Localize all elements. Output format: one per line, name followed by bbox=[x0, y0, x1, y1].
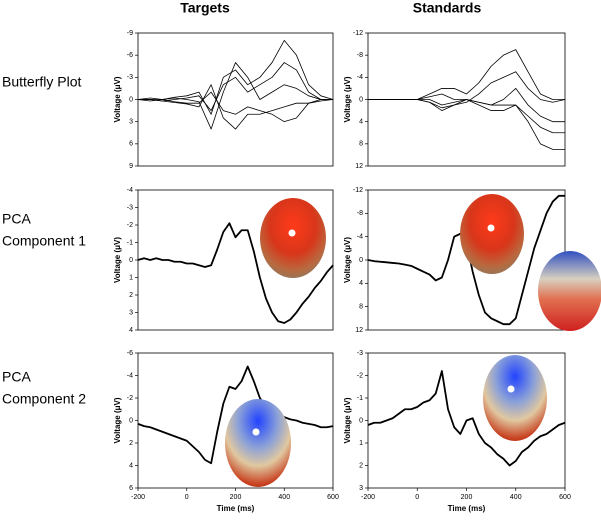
trace bbox=[138, 84, 334, 130]
trace bbox=[137, 62, 333, 130]
y-tick-label: 0 bbox=[129, 417, 133, 424]
x-tick-label: 600 bbox=[327, 494, 339, 501]
y-tick-label: -4 bbox=[357, 74, 363, 81]
scalp-map bbox=[260, 198, 326, 278]
y-tick-label: 0 bbox=[359, 257, 363, 264]
y-tick-label: 2 bbox=[359, 462, 363, 469]
trace bbox=[368, 99, 565, 150]
y-tick-label: -4 bbox=[357, 234, 363, 241]
electrode-dot bbox=[507, 385, 515, 393]
y-tick-label: 3 bbox=[129, 309, 133, 316]
y-axis-label: Voltage (μV) bbox=[113, 76, 122, 122]
y-tick-label: 4 bbox=[359, 280, 363, 287]
row-label: PCA bbox=[2, 211, 31, 227]
y-tick-label: 6 bbox=[129, 485, 133, 492]
scalp-map bbox=[460, 194, 524, 274]
y-tick-label: 0 bbox=[359, 417, 363, 424]
y-tick-label: 2 bbox=[129, 440, 133, 447]
trace bbox=[368, 88, 565, 123]
row-label: PCA bbox=[2, 369, 31, 385]
y-tick-label: 1 bbox=[359, 440, 363, 447]
y-tick-label: 4 bbox=[129, 327, 133, 334]
electrode-dot bbox=[487, 224, 495, 232]
trace bbox=[138, 39, 334, 115]
y-tick-label: -8 bbox=[357, 52, 363, 59]
y-tick-label: -6 bbox=[127, 350, 133, 357]
trace bbox=[137, 365, 334, 465]
y-tick-label: -1 bbox=[357, 395, 363, 402]
row-label: Butterfly Plot bbox=[2, 74, 81, 90]
y-axis-label: Voltage (μV) bbox=[343, 76, 352, 122]
scalp-map bbox=[225, 399, 291, 487]
electrode-dot bbox=[288, 229, 296, 237]
y-tick-label: 0 bbox=[359, 96, 363, 103]
scalp-maps bbox=[225, 194, 601, 487]
y-tick-label: -12 bbox=[353, 187, 363, 194]
x-tick-label: 0 bbox=[415, 494, 419, 501]
y-tick-label: -12 bbox=[353, 30, 363, 37]
y-tick-label: -2 bbox=[127, 395, 133, 402]
trace bbox=[368, 49, 565, 100]
row-label: Component 1 bbox=[2, 233, 86, 249]
y-tick-label: -6 bbox=[127, 52, 133, 59]
y-tick-label: -8 bbox=[357, 210, 363, 217]
y-tick-label: -9 bbox=[127, 30, 133, 37]
y-axis-label: Voltage (μV) bbox=[113, 237, 122, 283]
scalp-map bbox=[483, 355, 547, 441]
y-tick-label: 9 bbox=[129, 163, 133, 170]
x-tick-label: 400 bbox=[510, 494, 522, 501]
y-tick-label: 4 bbox=[129, 462, 133, 469]
trace bbox=[137, 222, 334, 324]
x-axis-label: Time (ms) bbox=[217, 504, 255, 513]
y-tick-label: 0 bbox=[129, 257, 133, 264]
y-tick-label: 12 bbox=[355, 163, 363, 170]
y-tick-label: -3 bbox=[127, 74, 133, 81]
y-tick-label: 1 bbox=[129, 274, 133, 281]
trace bbox=[137, 91, 333, 123]
x-axis-label: Time (ms) bbox=[448, 504, 486, 513]
x-tick-label: 200 bbox=[461, 494, 473, 501]
y-tick-label: 4 bbox=[359, 119, 363, 126]
y-tick-label: 3 bbox=[359, 485, 363, 492]
column-title: Targets bbox=[180, 0, 230, 16]
y-axis-label: Voltage (μV) bbox=[343, 397, 352, 443]
y-tick-label: 2 bbox=[129, 292, 133, 299]
y-tick-label: -4 bbox=[127, 372, 133, 379]
row-label: Component 2 bbox=[2, 391, 86, 407]
trace bbox=[138, 62, 333, 111]
y-tick-label: 12 bbox=[355, 327, 363, 334]
y-axis-label: Voltage (μV) bbox=[343, 237, 352, 283]
x-tick-label: 400 bbox=[278, 494, 290, 501]
y-tick-label: 0 bbox=[129, 96, 133, 103]
x-tick-label: 600 bbox=[559, 494, 571, 501]
y-tick-label: -1 bbox=[127, 239, 133, 246]
y-tick-label: -3 bbox=[357, 350, 363, 357]
y-tick-label: 6 bbox=[129, 141, 133, 148]
x-tick-label: -200 bbox=[361, 494, 375, 501]
column-title: Standards bbox=[413, 0, 482, 16]
y-axis-label: Voltage (μV) bbox=[113, 397, 122, 443]
y-tick-label: 8 bbox=[359, 304, 363, 311]
y-tick-label: 3 bbox=[129, 119, 133, 126]
x-tick-label: -200 bbox=[131, 494, 145, 501]
y-tick-label: -4 bbox=[127, 187, 133, 194]
scalp-map-face bbox=[538, 251, 601, 331]
y-tick-label: -3 bbox=[127, 204, 133, 211]
y-tick-label: -2 bbox=[127, 222, 133, 229]
plot-frame bbox=[137, 32, 334, 167]
x-tick-label: 0 bbox=[185, 494, 189, 501]
electrode-dot bbox=[252, 428, 260, 436]
trace bbox=[368, 71, 566, 109]
trace bbox=[367, 370, 566, 467]
y-tick-label: -2 bbox=[357, 372, 363, 379]
y-tick-label: 8 bbox=[359, 141, 363, 148]
x-tick-label: 200 bbox=[230, 494, 242, 501]
trace bbox=[368, 99, 565, 134]
